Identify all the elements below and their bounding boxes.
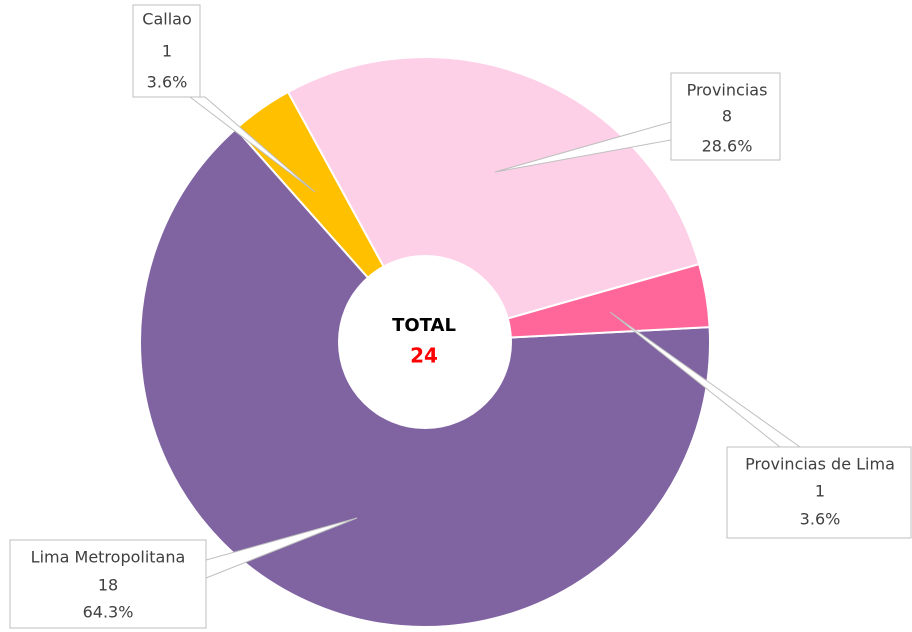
- center-label: TOTAL: [392, 315, 456, 336]
- label-percentage: 28.6%: [702, 137, 753, 156]
- label-percentage: 3.6%: [800, 510, 841, 529]
- label-percentage: 64.3%: [83, 603, 134, 622]
- label-category: Provincias de Lima: [745, 455, 895, 474]
- label-category: Provincias: [687, 81, 768, 100]
- label-box: [9, 539, 207, 629]
- label-value: 18: [98, 576, 118, 595]
- label-category: Callao: [142, 10, 191, 29]
- label-value: 8: [722, 107, 732, 126]
- label-box: [132, 4, 201, 98]
- label-box: [670, 72, 781, 161]
- label-category: Lima Metropolitana: [31, 548, 186, 567]
- label-value: 1: [162, 42, 172, 61]
- label-box: [726, 446, 912, 539]
- label-percentage: 3.6%: [147, 73, 188, 92]
- total: 24: [410, 344, 438, 368]
- donut-hole: [338, 255, 512, 429]
- label-value: 1: [815, 482, 825, 501]
